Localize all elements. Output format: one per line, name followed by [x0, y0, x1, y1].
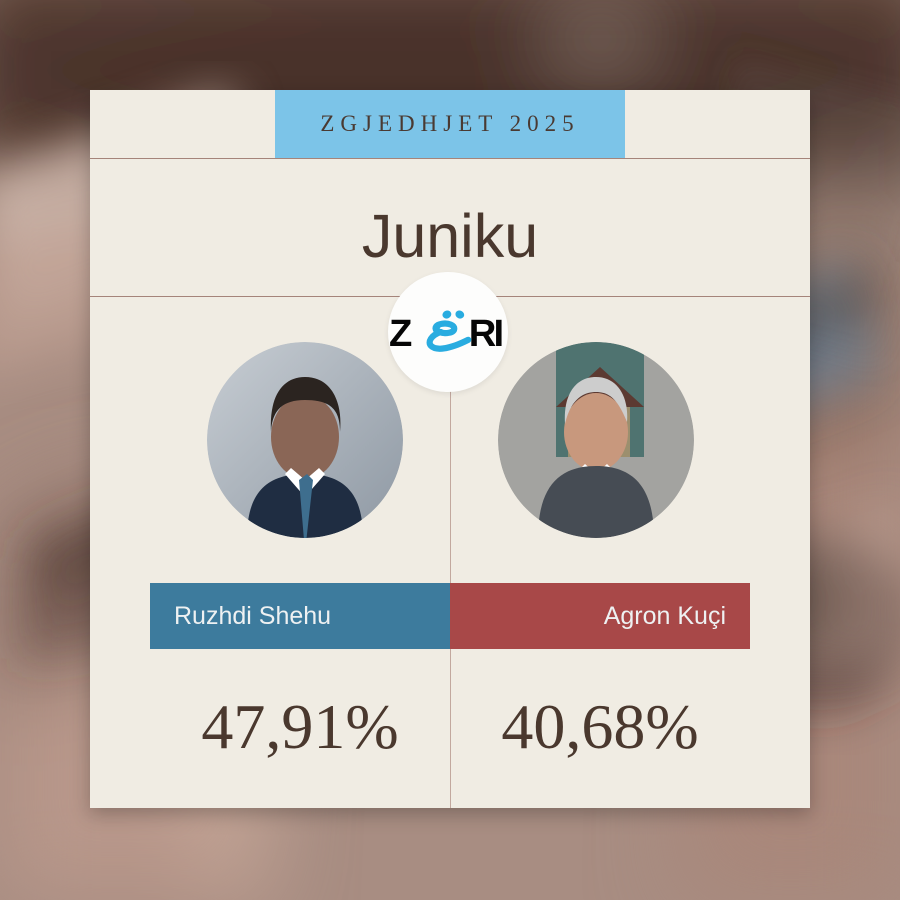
svg-text:RI: RI	[469, 311, 503, 354]
svg-text:Z: Z	[389, 311, 412, 354]
